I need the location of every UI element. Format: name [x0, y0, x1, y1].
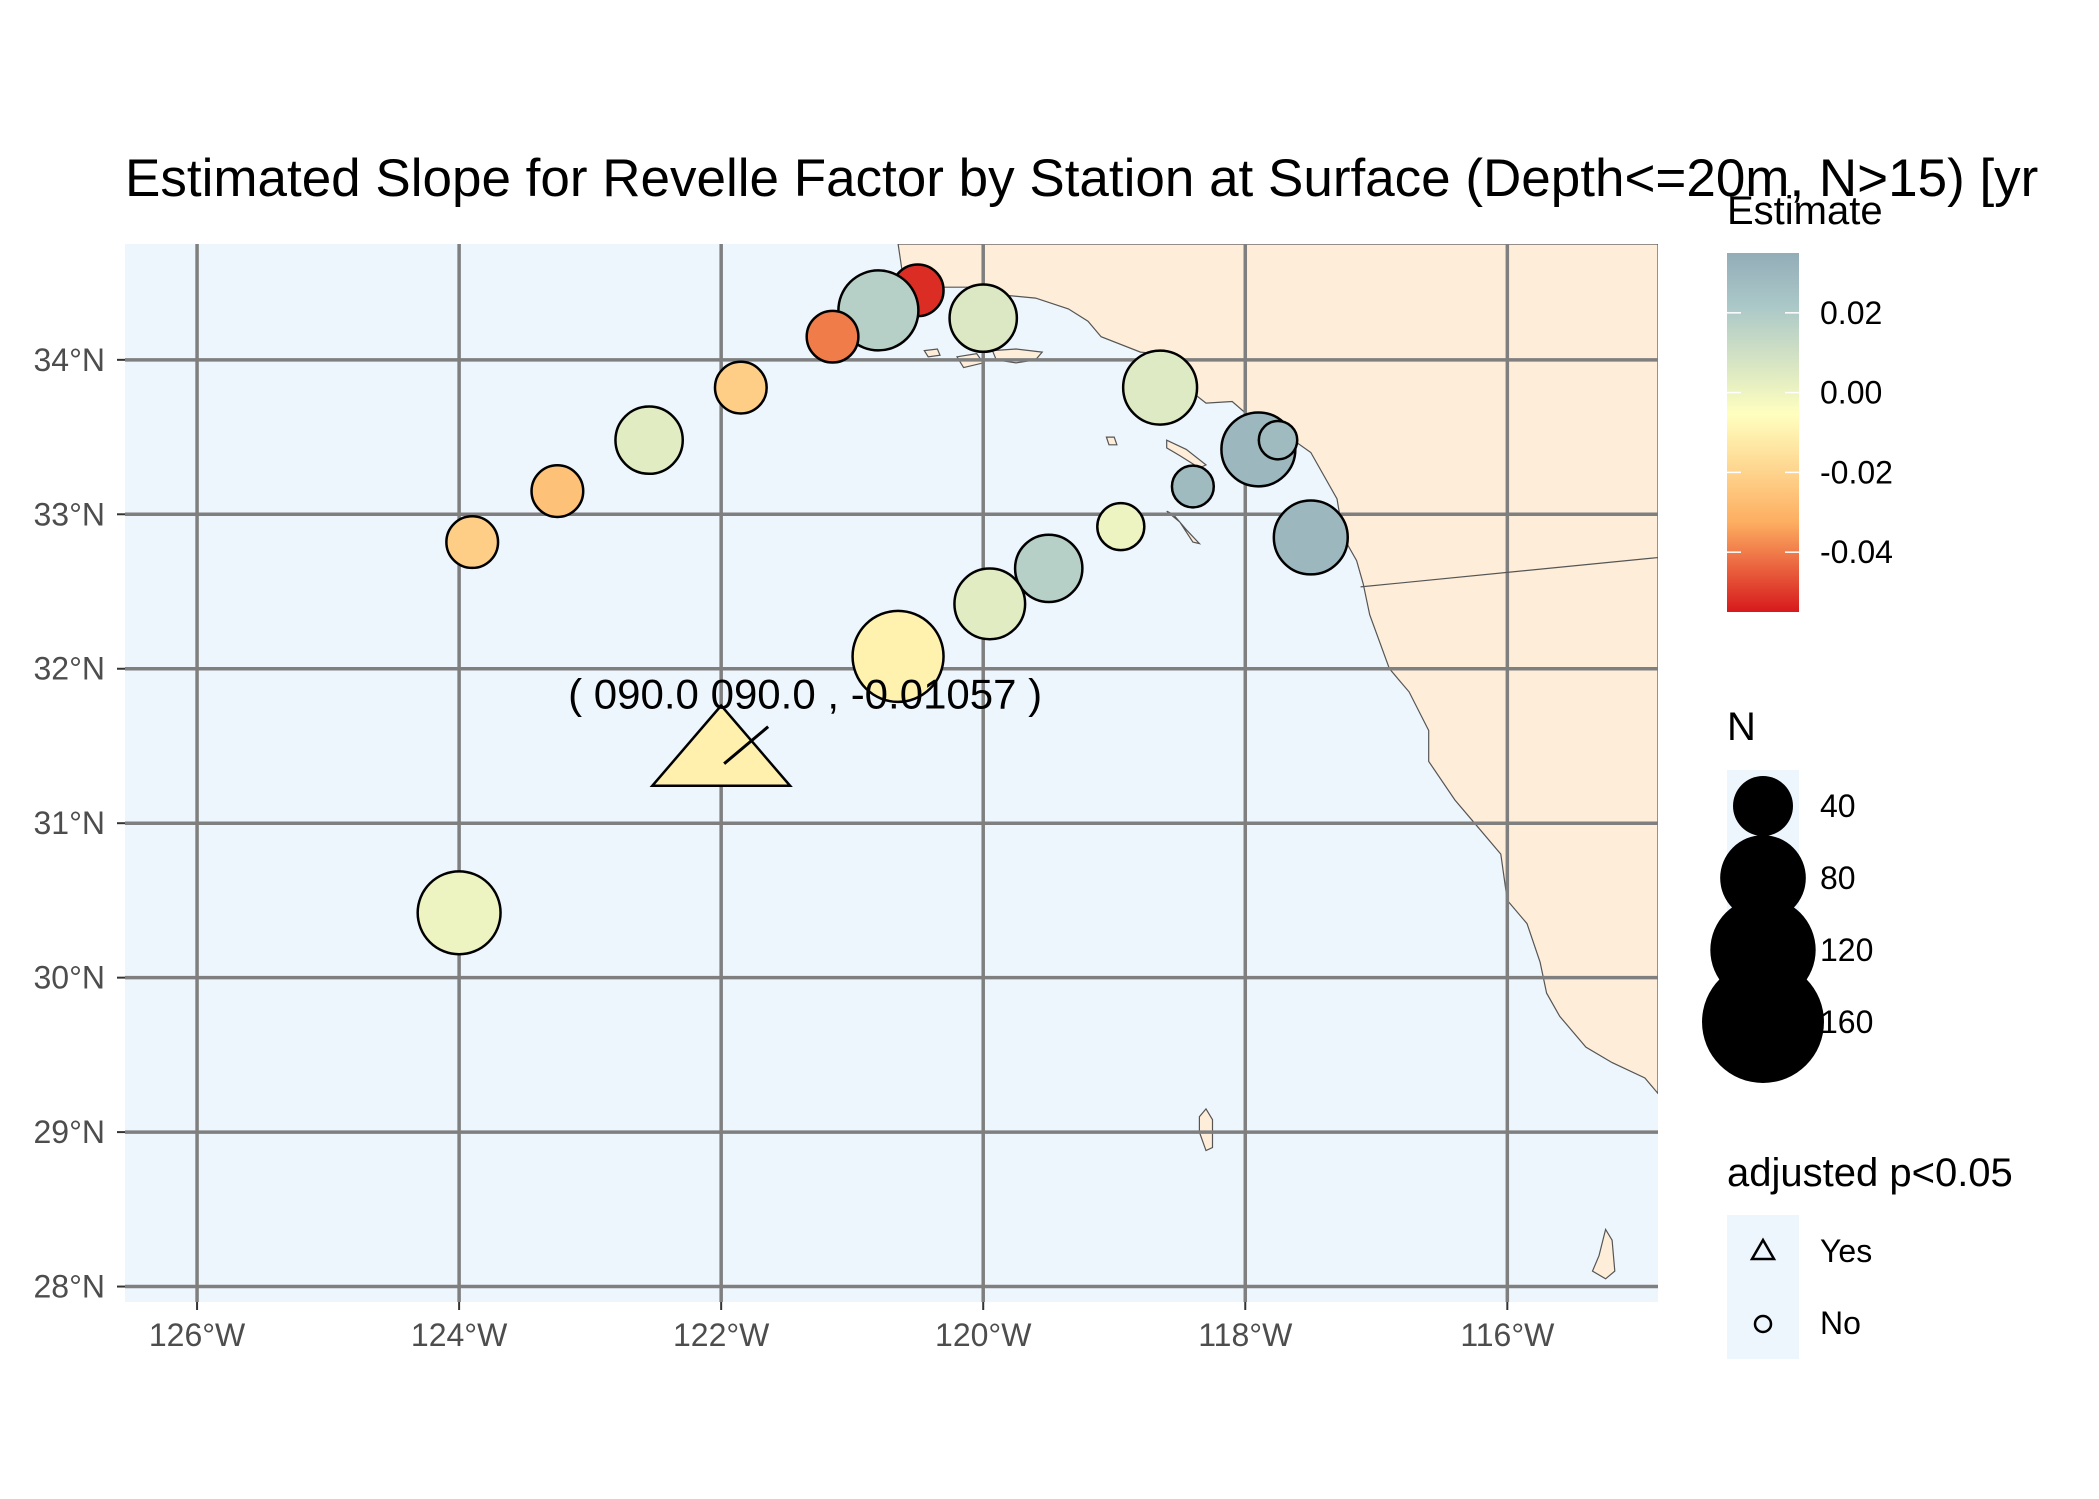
station-marker [530, 464, 585, 519]
graticule [125, 244, 1658, 1302]
size-key-circle [1702, 961, 1824, 1083]
size-key-label: 120 [1820, 932, 1873, 968]
y-axis-tick-label: 31°N [34, 805, 106, 841]
x-axis-tick-label: 116°W [1460, 1317, 1555, 1353]
station-points [416, 263, 1349, 956]
y-axis-tick-label: 32°N [34, 651, 106, 687]
y-axis-tick-label: 29°N [34, 1114, 106, 1150]
legend-shape-title: adjusted p<0.05 [1727, 1151, 2013, 1195]
colorbar-tick-label: -0.04 [1820, 534, 1893, 570]
y-axis-tick-label: 30°N [34, 960, 106, 996]
x-axis-tick-label: 118°W [1198, 1317, 1293, 1353]
annotation-label: ( 090.0 090.0 , -0.01057 ) [568, 671, 1042, 718]
station-marker [1096, 501, 1146, 552]
station-marker [1272, 499, 1349, 576]
legend-size-title: N [1727, 705, 1756, 749]
legend-shape-keys: Yes No [1749, 1233, 1872, 1341]
legend-shape-keys-bg [1727, 1215, 1799, 1359]
y-axis: 28°N 29°N 30°N 31°N 32°N 33°N 34°N [34, 342, 125, 1305]
land-cedros-island [1591, 1227, 1616, 1280]
us-mexico-border [1360, 556, 1658, 588]
land-guadalupe-island [1198, 1107, 1214, 1152]
shape-key-triangle [1749, 1237, 1777, 1261]
map-panel: ( 090.0 090.0 , -0.01057 ) [125, 244, 1658, 1302]
x-axis-tick-label: 122°W [673, 1317, 770, 1353]
station-marker [416, 870, 502, 956]
size-key-circle [1733, 776, 1793, 836]
station-marker [1257, 419, 1299, 461]
legend-colorbar-ticks: 0.02 0.00 -0.02 -0.04 [1727, 295, 1893, 570]
shape-key-label: Yes [1820, 1233, 1872, 1269]
legend-size-keys: 40 80 120 160 [1702, 776, 1873, 1083]
station-marker [805, 309, 860, 364]
land-santa-barbara-island [1105, 436, 1118, 446]
legend-estimate-title: Estimate [1727, 189, 1883, 233]
legend-colorbar [1727, 253, 1799, 612]
station-marker [953, 567, 1027, 641]
station-marker [1170, 464, 1216, 509]
station-marker-significant [649, 703, 793, 788]
legend-size: N 40 80 120 160 [1702, 705, 1873, 1083]
y-axis-tick-label: 28°N [34, 1269, 106, 1305]
size-key-label: 80 [1820, 860, 1856, 896]
shape-key-label: No [1820, 1305, 1861, 1341]
colorbar-tick-label: 0.00 [1820, 375, 1882, 411]
colorbar-tick-label: -0.02 [1820, 454, 1893, 490]
station-marker [614, 405, 685, 476]
size-key-circle [1720, 835, 1806, 921]
y-axis-tick-label: 34°N [34, 342, 106, 378]
station-marker [1121, 349, 1199, 426]
legend-estimate: Estimate 0.02 0.00 -0.02 -0.04 [1727, 189, 1893, 612]
legend-shape: adjusted p<0.05 Yes No [1727, 1151, 2013, 1359]
x-axis: 126°W 124°W 122°W 120°W 118°W 116°W [149, 1302, 1555, 1353]
chart-title: Estimated Slope for Revelle Factor by St… [125, 149, 2038, 208]
x-axis-tick-label: 124°W [411, 1317, 508, 1353]
station-marker [445, 515, 500, 570]
y-axis-tick-label: 33°N [34, 496, 106, 532]
annotation-leader-line [723, 725, 770, 765]
size-key-label: 40 [1820, 788, 1856, 824]
shape-key-circle [1753, 1314, 1773, 1334]
border-layer [1360, 556, 1658, 588]
annotation: ( 090.0 090.0 , -0.01057 ) [568, 671, 1042, 765]
station-marker [851, 609, 945, 704]
size-key-label: 160 [1820, 1004, 1873, 1040]
x-axis-tick-label: 120°W [935, 1317, 1032, 1353]
station-marker [1013, 533, 1084, 604]
x-axis-tick-label: 126°W [149, 1317, 246, 1353]
land-san-miguel-island [923, 348, 941, 358]
colorbar-tick-label: 0.02 [1820, 295, 1882, 331]
station-marker [948, 283, 1019, 354]
station-marker [713, 360, 768, 415]
